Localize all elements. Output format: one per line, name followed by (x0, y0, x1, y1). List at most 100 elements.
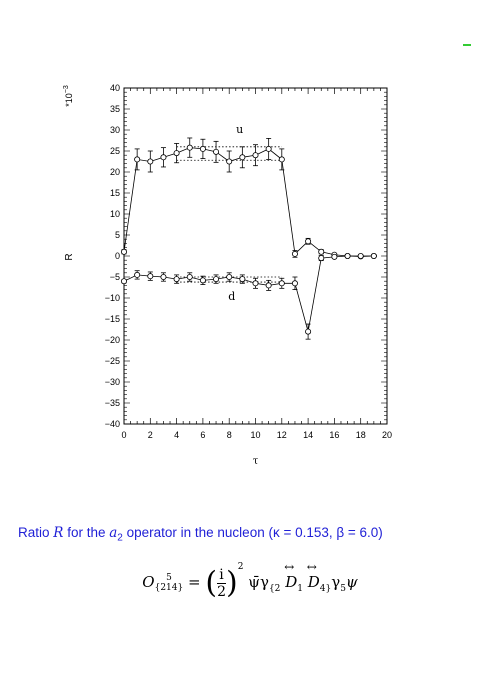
y-tick-label: 25 (110, 146, 120, 156)
series-line-d (123, 255, 374, 332)
data-point (199, 145, 206, 152)
x-tick-label: 10 (250, 430, 260, 440)
caption-op-sub: 2 (117, 532, 123, 544)
x-tick-label: 20 (382, 430, 392, 440)
data-point (226, 273, 233, 280)
data-point (186, 144, 193, 151)
y-tick-label: −15 (105, 314, 120, 324)
y-tick-label: 0 (115, 251, 120, 261)
data-point (291, 280, 298, 287)
scale-label: *10−3 (63, 85, 74, 107)
data-point (173, 276, 180, 283)
formula-d2-sub: 4} (319, 584, 332, 594)
formula-psi: ψ (345, 573, 358, 591)
data-point (305, 328, 312, 335)
data-point (134, 156, 141, 163)
formula-d2: D (307, 560, 320, 591)
formula-d1-sub: 1 (297, 584, 303, 594)
y-tick-label: −20 (105, 335, 120, 345)
operator-formula: O5{214} = (i2)2 ψ̄γ{2 D1 D4}γ5ψ (0, 560, 500, 601)
y-tick-label: −35 (105, 398, 120, 408)
y-tick-label: 20 (110, 167, 120, 177)
caption-var: R (53, 525, 64, 541)
x-tick-label: 0 (121, 430, 126, 440)
y-tick-label: 40 (110, 83, 120, 93)
corner-mark (463, 44, 471, 46)
data-point (252, 280, 259, 287)
y-axis-label: R (64, 253, 75, 260)
data-point (344, 252, 351, 259)
y-tick-label: −5 (110, 272, 120, 282)
x-tick-label: 8 (227, 430, 232, 440)
data-point (265, 282, 272, 289)
caption-prefix: Ratio (18, 525, 54, 540)
data-point (186, 273, 193, 280)
frac-num: i (217, 567, 226, 584)
formula-psi-gamma: ψ̄γ (243, 573, 269, 591)
x-tick-label: 2 (148, 430, 153, 440)
formula-equals: = (183, 573, 206, 591)
data-point (160, 154, 167, 161)
x-tick-label: 4 (174, 430, 179, 440)
caption-suffix: operator in the nucleon (κ = 0.153, β = … (122, 525, 383, 540)
annotation-d: d (228, 290, 235, 303)
y-tick-label: −40 (105, 419, 120, 429)
formula-lhs-sup: 5 (166, 573, 172, 583)
data-point (147, 158, 154, 165)
x-axis-label: τ (253, 456, 259, 467)
scale-exponent: −3 (63, 85, 70, 93)
data-point (291, 250, 298, 257)
annotation-u: u (236, 123, 243, 136)
data-point (239, 276, 246, 283)
data-point (147, 273, 154, 280)
y-tick-label: −30 (105, 377, 120, 387)
data-point (357, 252, 364, 259)
data-point (278, 280, 285, 287)
caption-op: a (109, 525, 118, 541)
formula-power: 2 (237, 562, 244, 572)
data-point (305, 238, 312, 245)
data-point (239, 154, 246, 161)
y-tick-label: −10 (105, 293, 120, 303)
data-point (213, 148, 220, 155)
caption-middle: for the (63, 525, 110, 540)
data-point (226, 158, 233, 165)
data-point (121, 278, 128, 285)
y-tick-label: 5 (115, 230, 120, 240)
formula-gamma-sub: 5 (340, 584, 346, 594)
series-u (121, 137, 377, 260)
data-point (331, 253, 338, 260)
formula-sub-2: {2 (268, 584, 281, 594)
data-point (318, 248, 325, 255)
data-point (121, 248, 128, 255)
frac-den: 2 (217, 583, 226, 600)
formula-lhs-sub: {214} (154, 583, 184, 593)
series-line-u (123, 147, 374, 257)
x-tick-label: 6 (200, 430, 205, 440)
y-tick-label: −25 (105, 356, 120, 366)
formula-d1: D (284, 560, 297, 591)
data-point (173, 150, 180, 157)
data-point (134, 271, 141, 278)
ratio-chart: 0 2 4 6 8 10 12 14 16 18 20 40 35 30 25 20 15 10 5 0 −5 −10 −1… (63, 83, 392, 467)
data-point (160, 273, 167, 280)
y-tick-label: 30 (110, 125, 120, 135)
formula-lhs: O (142, 573, 155, 591)
data-point (370, 252, 377, 259)
data-point (252, 152, 259, 159)
y-tick-label: 35 (110, 104, 120, 114)
figure-caption: Ratio R for the a2 operator in the nucle… (18, 525, 488, 544)
data-point (278, 156, 285, 163)
data-point (318, 255, 325, 262)
y-tick-label: 15 (110, 188, 120, 198)
data-point (199, 277, 206, 284)
series-d (121, 252, 377, 340)
y-tick-label: 10 (110, 209, 120, 219)
x-tick-label: 18 (356, 430, 366, 440)
x-tick-label: 16 (329, 430, 339, 440)
x-tick-label: 14 (303, 430, 313, 440)
formula-gamma: γ (331, 573, 341, 591)
data-point (265, 145, 272, 152)
x-tick-label: 12 (277, 430, 287, 440)
